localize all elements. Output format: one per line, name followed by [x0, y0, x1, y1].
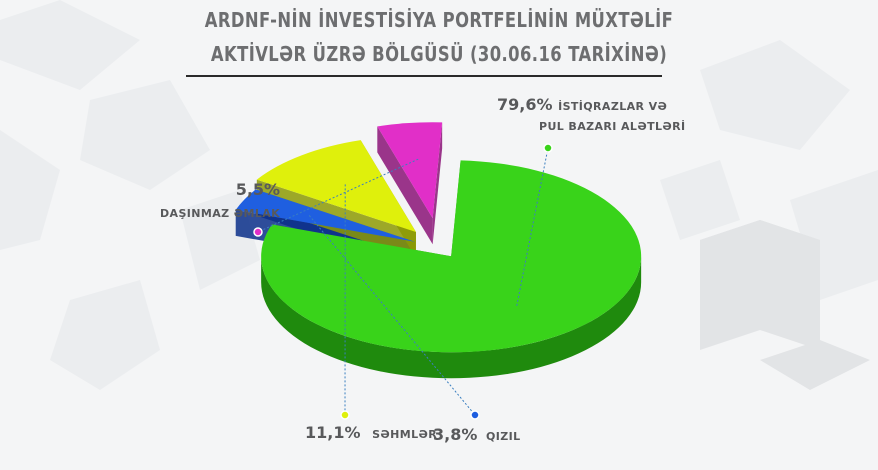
label-istiqrazlar-name-2: PUL BAZARI ALƏTLƏRİ — [539, 120, 686, 133]
leader-dot-istiqrazlar — [543, 143, 553, 153]
label-dasinmaz-pct: 5,5% — [235, 180, 281, 199]
label-sehmler-name: SƏHMLƏR — [372, 428, 438, 441]
leader-dot-qizil — [470, 410, 480, 420]
label-sehmler-pct: 11,1% — [305, 423, 361, 442]
label-qizil-name: QIZIL — [485, 430, 521, 443]
chart-title-line-2: AKTİVLƏR ÜZRƏ BÖLGÜSÜ (30.06.16 TARİXİNƏ… — [210, 42, 668, 66]
leader-line-dasinmaz — [257, 158, 419, 233]
chart-title-line-1: ARDNF-NİN İNVESTİSİYA PORTFELİNİN MÜXTƏL… — [204, 8, 674, 32]
slice-wall-dasinmaz-1 — [432, 122, 443, 245]
label-sehmler: 11,1% SƏHMLƏR — [305, 423, 437, 442]
label-istiqrazlar-name-1: İSTİQRAZLAR VƏ — [558, 100, 668, 113]
leader-line-qizil — [308, 215, 476, 416]
label-qizil: 3,8% QIZIL — [433, 425, 520, 444]
slice-dasinmaz — [377, 122, 443, 219]
leader-line-istiqrazlar — [516, 147, 549, 306]
slice-sehmler — [256, 140, 416, 233]
label-istiqrazlar: 79,6% İSTİQRAZLAR VƏ PUL BAZARI ALƏTLƏRİ — [497, 95, 686, 133]
label-dasinmaz: 5,5% DAŞINMAZ ƏMLAK — [160, 180, 280, 220]
leader-dot-sehmler — [340, 410, 350, 420]
slice-wall-dasinmaz-0 — [377, 126, 433, 245]
slice-side-istiqrazlar — [261, 256, 642, 379]
label-qizil-pct: 3,8% — [433, 425, 478, 444]
slice-qizil — [235, 189, 415, 242]
slice-istiqrazlar — [261, 160, 642, 353]
label-istiqrazlar-pct: 79,6% — [497, 95, 553, 114]
leader-dot-dasinmaz — [253, 227, 263, 237]
title-underline — [186, 75, 662, 77]
label-dasinmaz-name: DAŞINMAZ ƏMLAK — [160, 207, 281, 220]
